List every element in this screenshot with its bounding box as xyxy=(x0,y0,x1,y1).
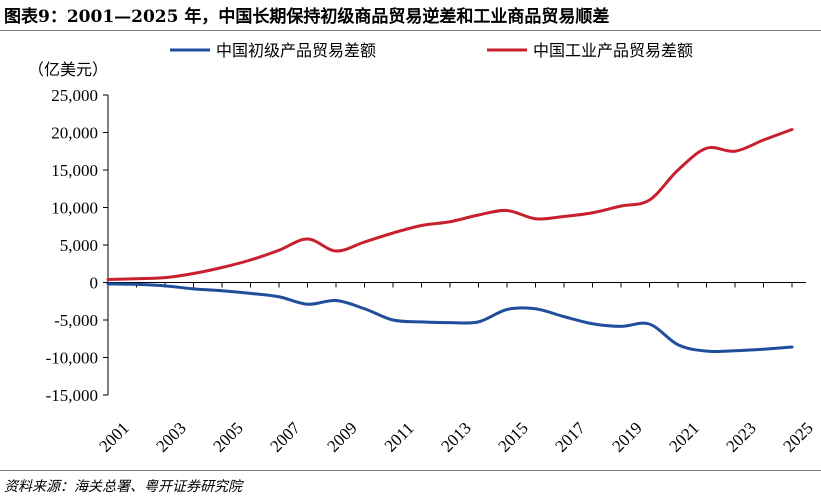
x-tick-label: 2021 xyxy=(665,418,702,455)
y-axis-unit-label: （亿美元） xyxy=(28,60,108,79)
x-tick-label: 2011 xyxy=(381,419,418,456)
y-tick-label: 20,000 xyxy=(51,124,98,143)
y-tick-label: 0 xyxy=(90,274,99,293)
title-divider xyxy=(0,30,821,31)
y-tick-label: 5,000 xyxy=(60,236,98,255)
axes xyxy=(103,94,806,396)
legend-label: 中国初级产品贸易差额 xyxy=(216,41,376,60)
industrial-goods-balance-line xyxy=(106,128,794,281)
legend-label: 中国工业产品贸易差额 xyxy=(533,41,693,60)
y-tick-label: -15,000 xyxy=(46,386,98,405)
series-lines xyxy=(106,128,794,354)
y-tick-labels: 25,000 20,000 15,000 10,000 5,000 0 -5,000 -10,… xyxy=(46,86,98,405)
legend-item-industrial-goods: 中国工业产品贸易差额 xyxy=(487,41,693,60)
legend: 中国初级产品贸易差额 中国工业产品贸易差额 xyxy=(170,41,693,60)
x-tick-labels: 2001 2003 2005 2007 2009 2011 2013 2015 2017 2019… xyxy=(95,418,816,456)
y-tick-label: 10,000 xyxy=(51,199,98,218)
chart-title: 图表9：2001—2025 年，中国长期保持初级商品贸易逆差和工业商品贸易顺差 xyxy=(4,7,610,27)
source-divider xyxy=(0,470,821,471)
source-note: 资料来源：海关总署、粤开证券研究院 xyxy=(4,479,242,495)
x-tick-label: 2013 xyxy=(437,418,474,455)
primary-goods-balance-line xyxy=(106,282,794,354)
x-tick-label: 2007 xyxy=(266,418,304,456)
y-tick-label: -10,000 xyxy=(46,349,98,368)
x-tick-label: 2005 xyxy=(209,418,246,455)
y-tick-label: -5,000 xyxy=(54,311,98,330)
y-tick-label: 25,000 xyxy=(51,86,98,105)
x-tick-label: 2003 xyxy=(152,418,189,455)
y-tick-label: 15,000 xyxy=(51,161,98,180)
x-tick-label: 2025 xyxy=(779,418,816,455)
line-chart: （亿美元） 中国初级产品贸易差额 中国工业产品贸易差额 25,000 20,000 1… xyxy=(28,41,817,456)
x-tick-label: 2017 xyxy=(551,418,589,456)
x-tick-label: 2023 xyxy=(722,418,759,455)
x-tick-label: 2015 xyxy=(494,418,531,455)
x-tick-label: 2019 xyxy=(608,418,645,455)
legend-item-primary-goods: 中国初级产品贸易差额 xyxy=(170,41,376,60)
x-tick-label: 2001 xyxy=(95,418,132,455)
x-tick-label: 2009 xyxy=(323,418,360,455)
